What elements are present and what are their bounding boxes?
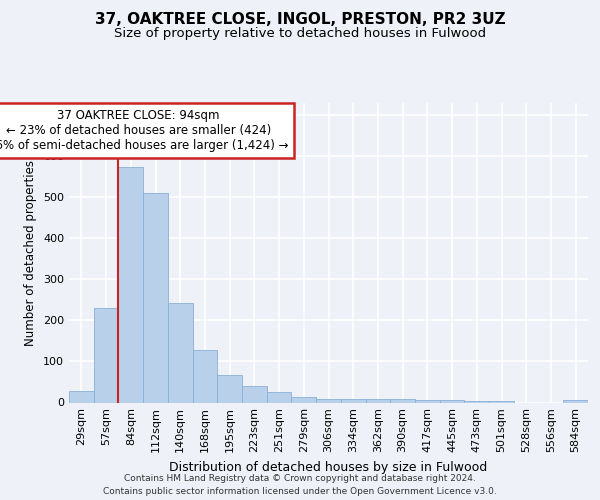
Text: 37, OAKTREE CLOSE, INGOL, PRESTON, PR2 3UZ: 37, OAKTREE CLOSE, INGOL, PRESTON, PR2 3… [95, 12, 505, 28]
Bar [563, 400, 588, 402]
Text: Size of property relative to detached houses in Fulwood: Size of property relative to detached ho… [114, 28, 486, 40]
Text: Contains public sector information licensed under the Open Government Licence v3: Contains public sector information licen… [103, 487, 497, 496]
Bar [143, 193, 168, 402]
Bar [415, 400, 440, 402]
Bar [316, 399, 341, 402]
Bar [341, 399, 365, 402]
Bar [440, 400, 464, 402]
Bar [390, 399, 415, 402]
Bar [217, 374, 242, 402]
Bar [69, 391, 94, 402]
Bar [292, 396, 316, 402]
Bar [168, 303, 193, 402]
Bar [193, 350, 217, 403]
Bar [94, 308, 118, 402]
Bar [464, 401, 489, 402]
X-axis label: Distribution of detached houses by size in Fulwood: Distribution of detached houses by size … [169, 461, 488, 474]
Bar [242, 386, 267, 402]
Y-axis label: Number of detached properties: Number of detached properties [25, 160, 37, 346]
Bar [118, 168, 143, 402]
Bar [267, 392, 292, 402]
Bar [365, 399, 390, 402]
Text: 37 OAKTREE CLOSE: 94sqm
← 23% of detached houses are smaller (424)
76% of semi-d: 37 OAKTREE CLOSE: 94sqm ← 23% of detache… [0, 108, 289, 152]
Text: Contains HM Land Registry data © Crown copyright and database right 2024.: Contains HM Land Registry data © Crown c… [124, 474, 476, 483]
